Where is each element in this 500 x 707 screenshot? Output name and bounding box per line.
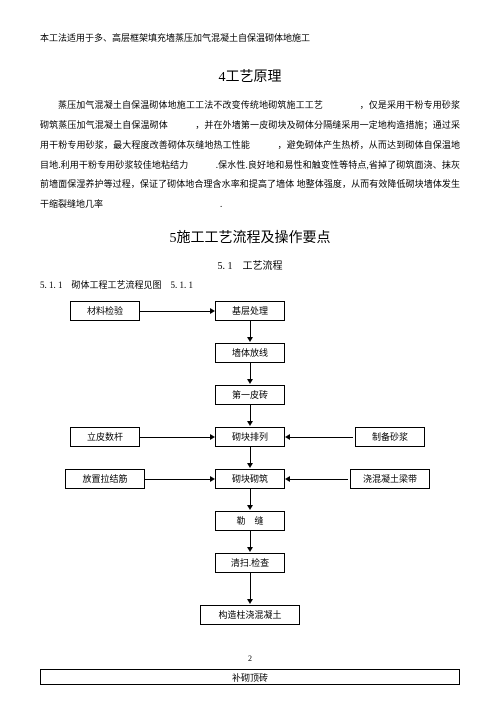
node-column-concrete: 构造柱浇混凝土 <box>200 605 300 625</box>
node-base-treatment: 基层处理 <box>215 301 285 321</box>
node-block-arrangement: 砌块排列 <box>215 427 285 447</box>
node-joint-raking: 勒 缝 <box>215 511 285 531</box>
section4-title: 4工艺原理 <box>40 66 460 86</box>
section4-body: 蒸压加气混凝土自保温砌体地施工工法不改变传统地砌筑施工工艺 ，仅是采用干粉专用砂… <box>40 96 460 215</box>
node-concrete-beam: 浇混凝土梁带 <box>350 469 430 489</box>
node-wall-layout: 墙体放线 <box>215 343 285 363</box>
page-number: 2 <box>248 654 252 663</box>
flowchart: 材料检验 基层处理 墙体放线 第一皮砖 立皮数杆 砌块排列 制备砂浆 放置拉结筋… <box>40 301 460 681</box>
section5-sub2: 5. 1. 1 砌体工程工艺流程见图 5. 1. 1 <box>40 278 460 291</box>
node-top-brick: 补砌顶砖 <box>40 669 460 685</box>
node-leveling-rod: 立皮数杆 <box>70 427 140 447</box>
node-first-course: 第一皮砖 <box>215 385 285 405</box>
node-block-masonry: 砌块砌筑 <box>215 469 285 489</box>
node-tie-bars: 放置拉结筋 <box>65 469 145 489</box>
node-material-inspection: 材料检验 <box>70 301 140 321</box>
node-clean-inspect: 清扫.检查 <box>215 553 285 573</box>
section5-title: 5施工工艺流程及操作要点 <box>40 227 460 247</box>
node-mortar-prep: 制备砂浆 <box>355 427 425 447</box>
intro-text: 本工法适用于多、高层框架填充墙蒸压加气混凝土自保温砌体地施工 <box>40 30 460 46</box>
section5-sub1: 5. 1 工艺流程 <box>40 257 460 272</box>
